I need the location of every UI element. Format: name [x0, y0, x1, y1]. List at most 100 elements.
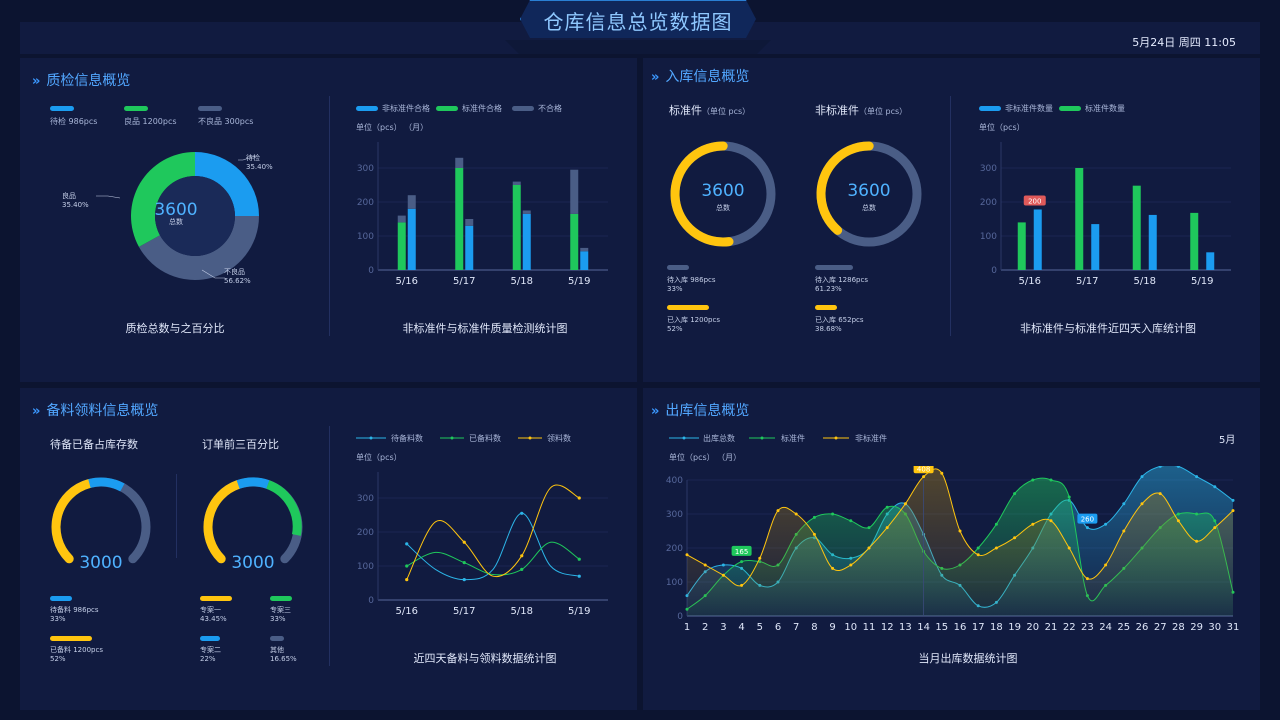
g1-swatch-pending: [50, 596, 72, 601]
bar-fail: [580, 247, 589, 252]
chevron-right-icon: »: [32, 74, 41, 89]
x-tick-label: 5/18: [1134, 276, 1156, 287]
gauge2: [203, 477, 303, 564]
g2-item-1-label: 专案一: [200, 606, 221, 614]
g2-swatch-other: [270, 636, 284, 641]
x-tick-label: 6: [775, 622, 781, 633]
data-point: [1013, 492, 1017, 496]
page-title: 仓库信息总览数据图: [543, 10, 733, 34]
bar-nonstd: [465, 225, 474, 270]
out-month[interactable]: 5月: [1219, 435, 1236, 446]
y-tick-label: 400: [666, 476, 683, 486]
chevron-right-icon: »: [651, 404, 660, 419]
y-tick-label: 0: [991, 266, 997, 276]
bar-fail: [455, 157, 464, 168]
data-point: [1195, 512, 1199, 516]
data-point: [1231, 498, 1235, 502]
qc-donut-caption: 质检总数与之百分比: [125, 322, 225, 335]
in-legend-std: 标准件数量: [1085, 104, 1125, 113]
data-point: [812, 532, 816, 536]
in-legend-swatch-nonstd: [979, 106, 1001, 111]
bar-std: [1017, 222, 1026, 270]
nonstd-item-stored-label: 已入库 652pcs: [815, 316, 864, 324]
x-tick-label: 3: [720, 622, 726, 633]
bar-fail: [570, 169, 579, 214]
x-tick-label: 24: [1099, 622, 1112, 633]
data-point: [867, 526, 871, 530]
data-point: [577, 574, 581, 578]
std-ring-label: 总数: [716, 204, 730, 212]
x-tick-label: 5/16: [396, 606, 418, 617]
data-point: [849, 519, 853, 523]
data-point: [1031, 478, 1035, 482]
g2-item-2-label: 专案二: [200, 646, 221, 654]
y-tick-label: 300: [357, 164, 374, 174]
bar-nonstd: [1033, 209, 1042, 270]
value-tag: [913, 466, 934, 474]
y-tick-label: 300: [666, 510, 683, 520]
x-tick-label: 29: [1190, 622, 1203, 633]
qc-bar-unit: 单位（pcs） （月）: [356, 123, 429, 132]
value-tag-text: 165: [735, 548, 748, 556]
prep-line-legend: [356, 436, 542, 440]
bar-std: [1190, 212, 1199, 270]
x-tick-label: 18: [990, 622, 1003, 633]
data-point: [903, 502, 907, 506]
x-tick-label: 5/18: [511, 606, 533, 617]
prep-line-unit: 单位（pcs）: [356, 453, 402, 462]
std-item-stored: 已入库 1200pcs 52%: [667, 316, 720, 334]
qc-donut-total: 3600: [154, 200, 198, 220]
g1-swatch-ready: [50, 636, 92, 641]
data-point: [577, 557, 581, 561]
bar-legend-swatch-fail: [512, 106, 534, 111]
outbound-panel-title: » 出库信息概览: [651, 400, 749, 420]
donut-label-good: 良品 35.40%: [62, 192, 89, 210]
data-point: [940, 471, 944, 475]
g1-item-pending: 待备料 986pcs 33%: [50, 606, 99, 624]
data-point: [1013, 536, 1017, 540]
x-tick-label: 5/16: [1019, 276, 1041, 287]
data-point: [1067, 495, 1071, 499]
std-ring: [670, 141, 776, 247]
bar-std: [1075, 168, 1084, 270]
data-point: [462, 578, 466, 582]
qc-donut-total-label: 总数: [169, 218, 183, 226]
legend-swatch-bad: [198, 106, 222, 111]
x-tick-label: 1: [684, 622, 690, 633]
nonstd-unit: （单位 pcs）: [859, 107, 908, 116]
in-legend-swatch-std: [1059, 106, 1081, 111]
legend-pending: 待检 986pcs: [50, 117, 98, 126]
gauge2-value: 3000: [231, 553, 275, 573]
data-point: [831, 566, 835, 570]
bar-std: [570, 213, 579, 270]
nonstd-title-text: 非标准件: [815, 104, 859, 117]
data-point: [885, 505, 889, 509]
data-point: [721, 573, 725, 577]
x-tick-label: 5/19: [568, 606, 590, 617]
x-tick-label: 5/16: [396, 276, 418, 287]
value-tag: [731, 545, 752, 556]
value-tag-text: 260: [1081, 516, 1094, 524]
data-point: [520, 511, 524, 515]
bar-fail: [465, 219, 474, 226]
gauge2-blue-arc: [236, 477, 270, 489]
data-point: [958, 529, 962, 533]
y-tick-label: 200: [980, 198, 997, 208]
std-swatch-pending: [667, 265, 689, 270]
prep-title-text: 备料领料信息概览: [46, 403, 159, 419]
prep-line-chart: 01002003004005/165/175/185/19: [357, 472, 608, 617]
qc-divider: [329, 96, 330, 336]
donut-label-pending: 待检 35.40%: [246, 154, 273, 172]
data-point: [1213, 519, 1217, 523]
legend-swatch-good: [124, 106, 148, 111]
x-tick-label: 2: [702, 622, 708, 633]
data-point: [1140, 502, 1144, 506]
bar-nonstd: [1091, 224, 1100, 270]
data-point: [1158, 492, 1162, 496]
legend-good: 良品 1200pcs: [124, 117, 177, 126]
data-point: [1104, 563, 1108, 567]
series-line: [406, 512, 580, 581]
donut-slice: [131, 152, 195, 247]
nonstd-ring: [816, 141, 922, 247]
nonstd-ring-label: 总数: [862, 204, 876, 212]
